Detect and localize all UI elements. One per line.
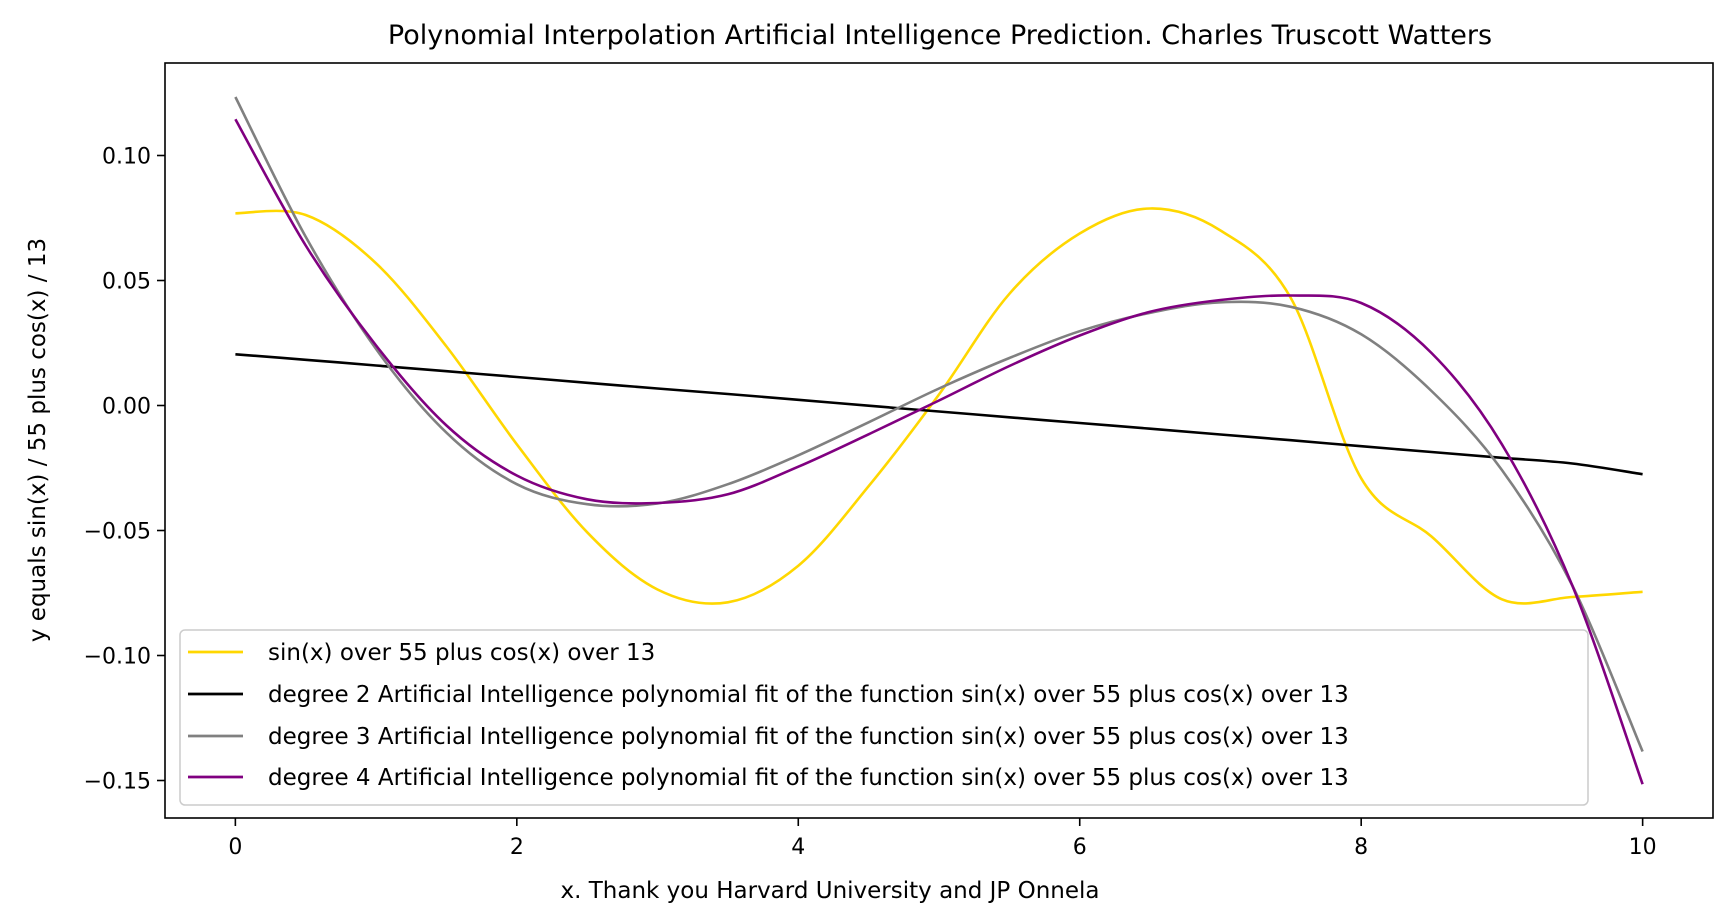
legend-label: degree 2 Artificial Intelligence polynom… [268, 682, 1349, 708]
x-tick-label: 2 [510, 835, 524, 860]
y-axis: 0.10 0.05 0.00 −0.05 −0.10 −0.15 [84, 145, 165, 795]
y-tick-label: 0.00 [102, 395, 151, 420]
x-tick-label: 8 [1354, 835, 1368, 860]
y-tick-label: −0.05 [84, 520, 151, 545]
x-axis: 0 2 4 6 8 10 [228, 818, 1657, 860]
legend-label: sin(x) over 55 plus cos(x) over 13 [268, 640, 655, 666]
chart-title: Polynomial Interpolation Artificial Inte… [388, 20, 1492, 51]
x-tick-label: 6 [1073, 835, 1087, 860]
legend-box [179, 629, 1589, 806]
y-tick-label: −0.10 [84, 645, 151, 670]
legend-label: degree 4 Artificial Intelligence polynom… [268, 765, 1349, 791]
x-axis-label: x. Thank you Harvard University and JP O… [560, 878, 1099, 904]
series-line-2 [235, 353, 1643, 476]
legend: sin(x) over 55 plus cos(x) over 13 degree… [179, 629, 1589, 806]
y-tick-label: 0.10 [102, 145, 151, 170]
series-line-3 [234, 96, 1644, 753]
series-line-1 [235, 207, 1643, 605]
y-tick-label: 0.05 [102, 270, 151, 295]
x-tick-label: 10 [1629, 835, 1657, 860]
y-tick-label: −0.15 [84, 770, 151, 795]
series-line-4 [234, 118, 1644, 785]
x-tick-label: 0 [228, 835, 242, 860]
series-layer [234, 96, 1644, 785]
y-axis-label: y equals sin(x) / 55 plus cos(x) / 13 [25, 238, 51, 642]
plot-frame [164, 62, 1714, 819]
legend-label: degree 3 Artificial Intelligence polynom… [268, 724, 1349, 750]
x-tick-label: 4 [791, 835, 805, 860]
